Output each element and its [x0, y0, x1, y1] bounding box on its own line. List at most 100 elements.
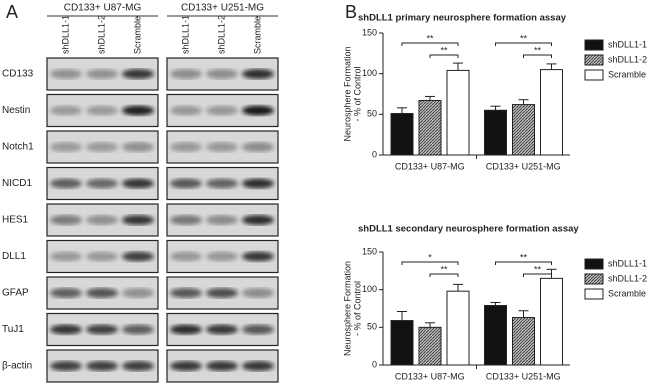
blot-band — [206, 215, 238, 225]
blot-band — [86, 324, 118, 335]
bar — [418, 100, 442, 156]
blot-band — [50, 324, 82, 335]
blot-band — [122, 105, 154, 116]
legend-swatch — [584, 39, 604, 51]
bar — [390, 113, 414, 156]
blot-band — [170, 215, 202, 225]
bar — [446, 290, 470, 366]
blot-band — [242, 361, 274, 371]
legend-swatch — [584, 54, 604, 66]
chart-title: shDLL1 secondary neurosphere formation a… — [358, 224, 579, 235]
significance-bracket — [495, 261, 552, 265]
significance-bracket — [523, 54, 552, 58]
y-tick-label: 100 — [362, 68, 377, 78]
lane-label: shDLL1-1 — [180, 15, 190, 54]
bar — [446, 69, 470, 156]
legend-swatch — [584, 258, 604, 270]
blot-band — [170, 251, 202, 262]
protein-label: β-actin — [2, 361, 32, 372]
legend-swatch — [584, 288, 604, 300]
blot-band — [50, 288, 82, 298]
lane-label: shDLL1-2 — [96, 15, 106, 54]
blot-band — [122, 142, 154, 152]
blot-band — [206, 288, 238, 298]
blot-band — [86, 288, 118, 298]
blot-band — [170, 361, 202, 371]
legend-label: Scramble — [608, 69, 646, 79]
legend-swatch — [584, 69, 604, 81]
y-tick-label: 50 — [367, 109, 377, 119]
y-axis-label: Neurosphere Formation — [342, 46, 352, 141]
blot-band — [122, 324, 154, 335]
significance-bracket — [401, 261, 459, 265]
blot-band — [242, 324, 274, 335]
significance-label: ** — [534, 264, 542, 274]
protein-label: CD133 — [2, 69, 34, 80]
legend-swatch — [584, 273, 604, 285]
legend-label: shDLL1-2 — [608, 273, 647, 283]
cell-line-header: CD133+ U87-MG — [64, 3, 142, 14]
bar — [484, 109, 507, 156]
significance-bracket — [429, 54, 459, 58]
blot-band — [86, 361, 118, 371]
x-tick-label: CD133+ U251-MG — [486, 161, 561, 171]
y-axis-label: - % of Control — [352, 281, 362, 336]
blot-band — [206, 251, 238, 262]
significance-label: * — [428, 252, 432, 262]
bar — [512, 104, 535, 156]
blot-band — [50, 251, 82, 262]
blot-band — [86, 69, 118, 79]
y-axis-label: - % of Control — [352, 66, 362, 121]
significance-label: ** — [534, 45, 542, 55]
lane-label: shDLL1-2 — [216, 15, 226, 54]
chart-title: shDLL1 primary neurosphere formation ass… — [358, 13, 567, 24]
bar — [540, 69, 563, 156]
blot-band — [170, 69, 202, 79]
blot-band — [122, 178, 154, 189]
lane-label: Scramble — [132, 16, 142, 54]
blot-band — [170, 288, 202, 298]
significance-label: ** — [440, 45, 448, 55]
significance-label: ** — [440, 264, 448, 274]
y-tick-label: 150 — [362, 27, 377, 37]
blot-band — [86, 142, 118, 152]
blot-band — [170, 105, 202, 116]
bar — [390, 320, 414, 366]
bar — [540, 277, 563, 366]
blot-band — [50, 105, 82, 116]
blot-band — [50, 142, 82, 152]
blot-band — [242, 105, 274, 116]
protein-label: DLL1 — [2, 251, 26, 262]
significance-bracket — [429, 273, 459, 277]
cell-line-header: CD133+ U251-MG — [181, 3, 264, 14]
legend-label: Scramble — [608, 288, 646, 298]
blot-band — [50, 178, 82, 189]
panel-letter: A — [6, 2, 18, 22]
blot-band — [122, 251, 154, 262]
significance-bracket — [401, 42, 459, 46]
legend-label: shDLL1-1 — [608, 258, 647, 268]
y-axis-label: Neurosphere Formation — [342, 261, 352, 356]
y-tick-label: 150 — [362, 246, 377, 256]
y-tick-label: 0 — [372, 149, 377, 159]
blot-band — [206, 105, 238, 116]
blot-band — [242, 251, 274, 262]
blot-band — [86, 251, 118, 262]
blot-band — [86, 105, 118, 116]
legend-label: shDLL1-1 — [608, 39, 647, 49]
blot-band — [122, 361, 154, 371]
significance-bracket — [495, 42, 552, 46]
blot-band — [242, 215, 274, 225]
y-tick-label: 50 — [367, 322, 377, 332]
protein-label: NICD1 — [2, 178, 32, 189]
x-tick-label: CD133+ U87-MG — [395, 161, 465, 171]
blot-band — [170, 178, 202, 189]
blot-band — [206, 361, 238, 371]
blot-band — [242, 142, 274, 152]
blot-band — [206, 178, 238, 189]
panel-letter: B — [345, 2, 357, 22]
bar — [418, 326, 442, 366]
y-tick-label: 0 — [372, 359, 377, 369]
blot-band — [50, 361, 82, 371]
